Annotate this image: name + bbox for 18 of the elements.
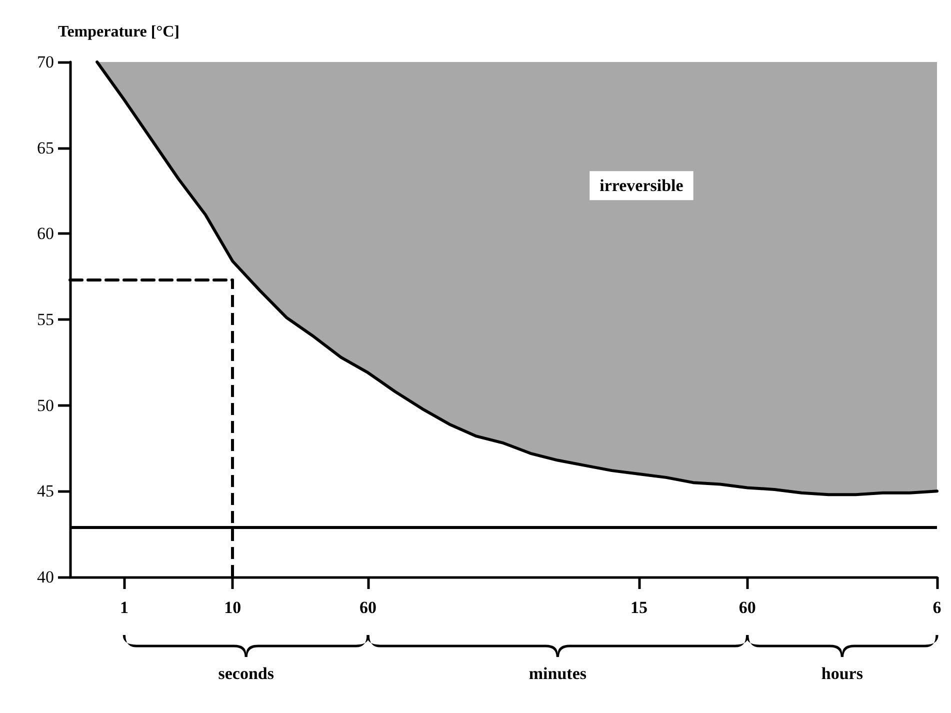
y-tick-label: 70 xyxy=(37,52,54,72)
text: seconds xyxy=(218,664,274,683)
y-tick-label: 60 xyxy=(37,224,54,244)
x-tick-label: 6 xyxy=(932,598,942,617)
y-tick-label: 50 xyxy=(37,396,54,415)
annotation: irreversible xyxy=(600,176,684,196)
y-tick-label: 40 xyxy=(37,568,54,586)
y-tick-label: 65 xyxy=(37,138,54,158)
x-tick-label: 10 xyxy=(224,598,242,617)
x-tick-label: 1 xyxy=(120,598,128,617)
y-tick-label: 45 xyxy=(37,482,54,501)
text: minutes xyxy=(528,664,587,683)
x-tick-label: 60 xyxy=(738,598,756,617)
x-tick-label: 60 xyxy=(360,598,377,617)
y-tick-label: 55 xyxy=(37,310,54,329)
text: hours xyxy=(821,664,864,683)
y-axis-title: Temperature [°C] xyxy=(58,24,180,40)
x-tick-label: 15 xyxy=(630,598,648,617)
